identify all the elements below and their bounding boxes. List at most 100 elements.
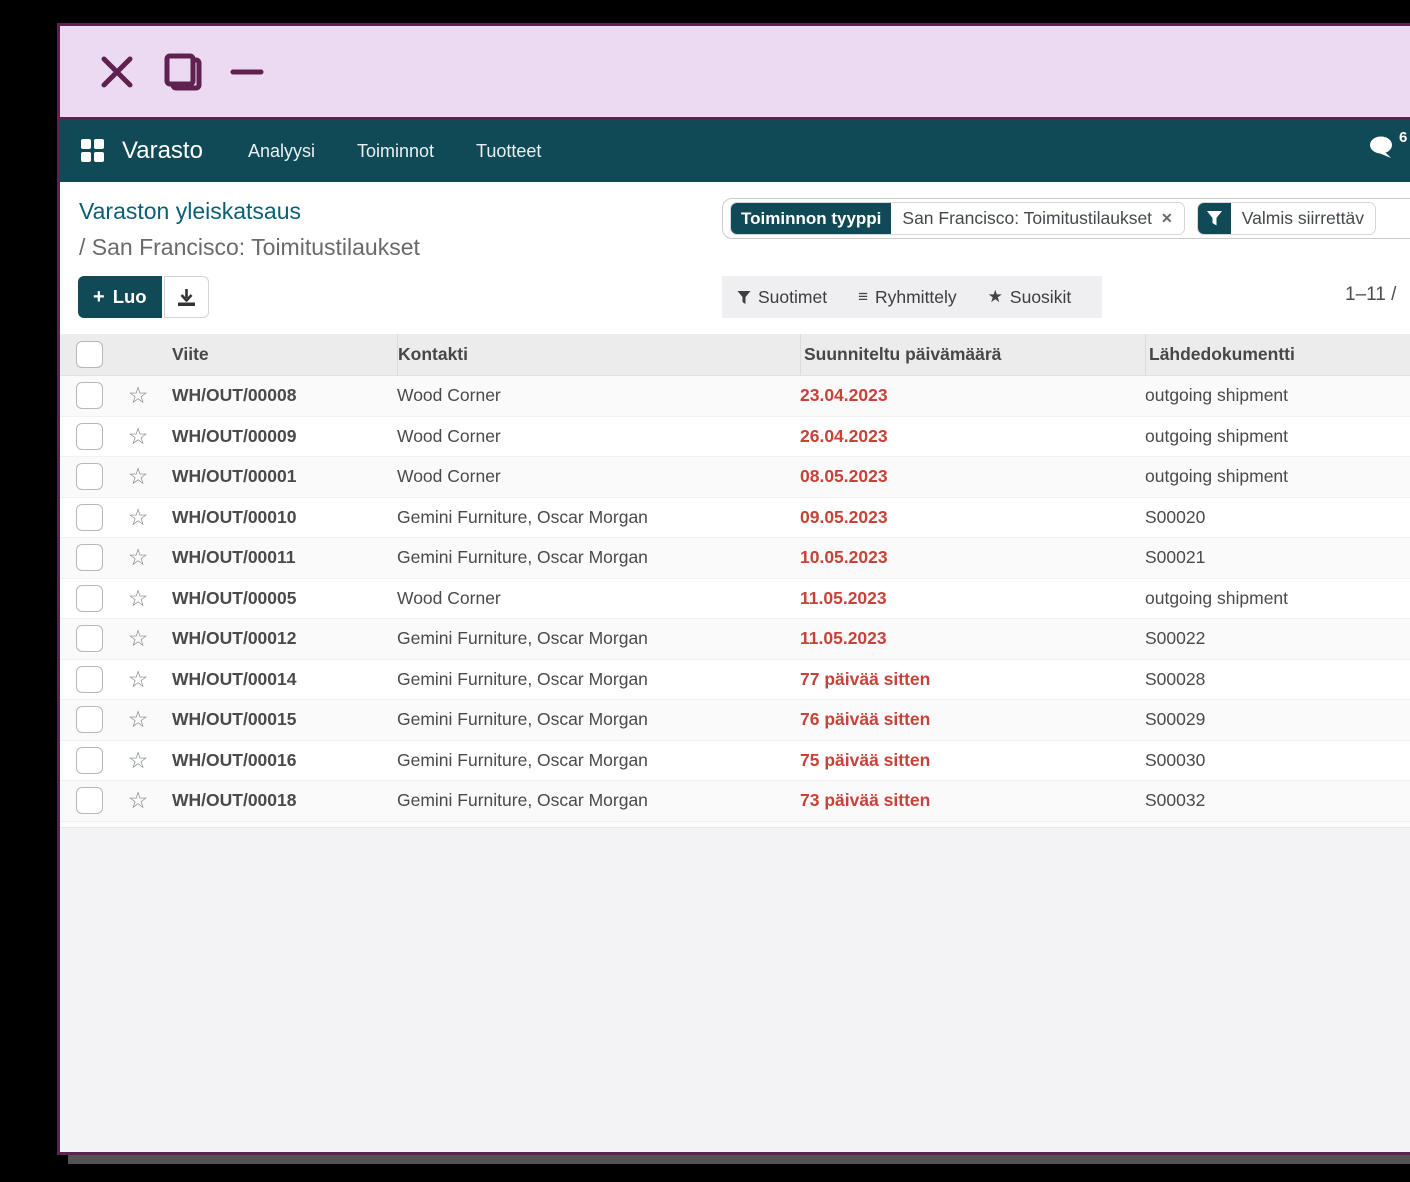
row-checkbox[interactable] (76, 382, 103, 410)
filters-button[interactable]: Suotimet (737, 287, 827, 308)
cell-contact: Wood Corner (397, 587, 501, 608)
favorite-star-icon[interactable]: ☆ (127, 463, 149, 490)
row-checkbox[interactable] (76, 584, 103, 612)
search-options-bar: Suotimet ≡ Ryhmittely ★ Suosikit (722, 276, 1102, 318)
cell-reference: WH/OUT/00016 (172, 749, 297, 770)
table-row[interactable]: ☆ WH/OUT/00016 Gemini Furniture, Oscar M… (60, 740, 1410, 781)
filter-funnel-icon (1206, 211, 1222, 226)
table-row[interactable]: ☆ WH/OUT/00011 Gemini Furniture, Oscar M… (60, 538, 1410, 579)
groupby-button[interactable]: ≡ Ryhmittely (858, 287, 957, 308)
favorites-label: Suosikit (1009, 286, 1072, 307)
close-icon[interactable] (98, 53, 136, 91)
table-row[interactable]: ☆ WH/OUT/00014 Gemini Furniture, Oscar M… (60, 659, 1410, 700)
breadcrumb-current: / San Francisco: Toimitustilaukset (79, 233, 420, 260)
table-row[interactable]: ☆ WH/OUT/00010 Gemini Furniture, Oscar M… (60, 497, 1410, 538)
favorite-star-icon[interactable]: ☆ (127, 706, 149, 733)
row-checkbox[interactable] (76, 665, 103, 693)
cell-scheduled-date: 76 päivää sitten (800, 709, 931, 730)
search-bar[interactable]: Toiminnon tyyppi San Francisco: Toimitus… (722, 198, 1410, 239)
favorites-star-icon: ★ (987, 287, 1003, 306)
row-checkbox[interactable] (76, 463, 103, 491)
cell-source-document: outgoing shipment (1145, 587, 1289, 608)
restore-icon[interactable] (162, 51, 204, 93)
app-name[interactable]: Varasto (122, 137, 203, 164)
cell-contact: Gemini Furniture, Oscar Morgan (397, 668, 648, 689)
nav-item-toiminnot[interactable]: Toiminnot (356, 140, 435, 161)
app-window: Varasto Analyysi Toiminnot Tuotteet 6 Va… (57, 23, 1410, 1155)
apps-menu-icon[interactable] (81, 139, 105, 163)
messages-count-badge: 6 (1399, 129, 1408, 146)
row-checkbox[interactable] (76, 544, 103, 572)
cell-source-document: S00028 (1145, 668, 1206, 689)
favorite-star-icon[interactable]: ☆ (127, 746, 149, 773)
table-row[interactable]: ☆ WH/OUT/00018 Gemini Furniture, Oscar M… (60, 781, 1410, 822)
cell-source-document: outgoing shipment (1145, 466, 1289, 487)
cell-reference: WH/OUT/00018 (172, 790, 297, 811)
favorite-star-icon[interactable]: ☆ (127, 382, 149, 409)
nav-item-tuotteet[interactable]: Tuotteet (476, 140, 542, 161)
filters-label: Suotimet (758, 286, 828, 307)
facet-label: Toiminnon tyyppi (731, 203, 892, 234)
download-icon (177, 288, 195, 306)
create-button[interactable]: + Luo (78, 276, 162, 318)
row-checkbox[interactable] (76, 422, 103, 450)
cell-scheduled-date: 10.05.2023 (800, 547, 888, 568)
cell-contact: Gemini Furniture, Oscar Morgan (397, 547, 648, 568)
window-titlebar[interactable] (60, 26, 1410, 120)
table-row[interactable]: ☆ WH/OUT/00008 Wood Corner 23.04.2023 ou… (60, 376, 1410, 417)
table-row[interactable]: ☆ WH/OUT/00015 Gemini Furniture, Oscar M… (60, 700, 1410, 741)
cell-contact: Gemini Furniture, Oscar Morgan (397, 749, 648, 770)
empty-background (60, 826, 1410, 1152)
column-header-source[interactable]: Lähdedokumentti (1145, 334, 1410, 375)
cell-source-document: S00032 (1145, 790, 1206, 811)
nav-item-analyysi[interactable]: Analyysi (247, 140, 315, 161)
favorite-star-icon[interactable]: ☆ (127, 625, 149, 652)
row-checkbox[interactable] (76, 706, 103, 734)
favorite-star-icon[interactable]: ☆ (127, 503, 149, 530)
export-button[interactable] (163, 276, 209, 318)
cell-source-document: S00020 (1145, 506, 1206, 527)
cell-source-document: S00030 (1145, 749, 1206, 770)
row-checkbox[interactable] (76, 625, 103, 653)
column-header-contact[interactable]: Kontakti (397, 334, 800, 375)
table-row[interactable]: ☆ WH/OUT/00012 Gemini Furniture, Oscar M… (60, 619, 1410, 660)
favorite-star-icon[interactable]: ☆ (127, 544, 149, 571)
minimize-icon[interactable] (230, 53, 264, 91)
cell-scheduled-date: 11.05.2023 (800, 628, 887, 649)
main-navbar: Varasto Analyysi Toiminnot Tuotteet 6 (60, 120, 1410, 182)
favorites-button[interactable]: ★ Suosikit (988, 287, 1072, 308)
table-row[interactable]: ☆ WH/OUT/00009 Wood Corner 26.04.2023 ou… (60, 416, 1410, 457)
select-all-checkbox[interactable] (76, 341, 103, 368)
row-checkbox[interactable] (76, 746, 103, 774)
favorite-star-icon[interactable]: ☆ (127, 787, 149, 814)
pager[interactable]: 1–11 / (1345, 284, 1397, 305)
search-facet-activity-type: Toiminnon tyyppi San Francisco: Toimitus… (730, 202, 1185, 235)
cell-source-document: outgoing shipment (1145, 425, 1289, 446)
favorite-star-icon[interactable]: ☆ (127, 584, 149, 611)
cell-scheduled-date: 26.04.2023 (800, 425, 888, 446)
content-area: Varaston yleiskatsaus / San Francisco: T… (60, 182, 1410, 1152)
cell-reference: WH/OUT/00005 (172, 587, 297, 608)
messages-button[interactable]: 6 (1367, 129, 1407, 161)
cell-reference: WH/OUT/00010 (172, 506, 297, 527)
favorite-star-icon[interactable]: ☆ (127, 422, 149, 449)
cell-contact: Gemini Furniture, Oscar Morgan (397, 506, 648, 527)
row-checkbox[interactable] (76, 787, 103, 815)
cell-scheduled-date: 11.05.2023 (800, 587, 887, 608)
cell-reference: WH/OUT/00015 (172, 709, 297, 730)
table-row[interactable]: ☆ WH/OUT/00005 Wood Corner 11.05.2023 ou… (60, 578, 1410, 619)
control-panel: Varaston yleiskatsaus / San Francisco: T… (60, 182, 1410, 334)
cell-reference: WH/OUT/00012 (172, 628, 297, 649)
column-header-date[interactable]: Suunniteltu päivämäärä (800, 334, 1145, 375)
breadcrumb-parent-link[interactable]: Varaston yleiskatsaus (79, 198, 302, 224)
cell-reference: WH/OUT/00009 (172, 425, 297, 446)
cell-reference: WH/OUT/00001 (172, 466, 297, 487)
row-checkbox[interactable] (76, 503, 103, 531)
favorite-star-icon[interactable]: ☆ (127, 665, 149, 692)
table-row[interactable]: ☆ WH/OUT/00001 Wood Corner 08.05.2023 ou… (60, 457, 1410, 498)
cell-source-document: outgoing shipment (1145, 385, 1289, 406)
cell-contact: Wood Corner (397, 385, 501, 406)
remove-facet-icon[interactable]: ✕ (1161, 210, 1173, 226)
plus-icon: + (93, 285, 105, 308)
column-header-reference[interactable]: Viite (172, 344, 209, 364)
